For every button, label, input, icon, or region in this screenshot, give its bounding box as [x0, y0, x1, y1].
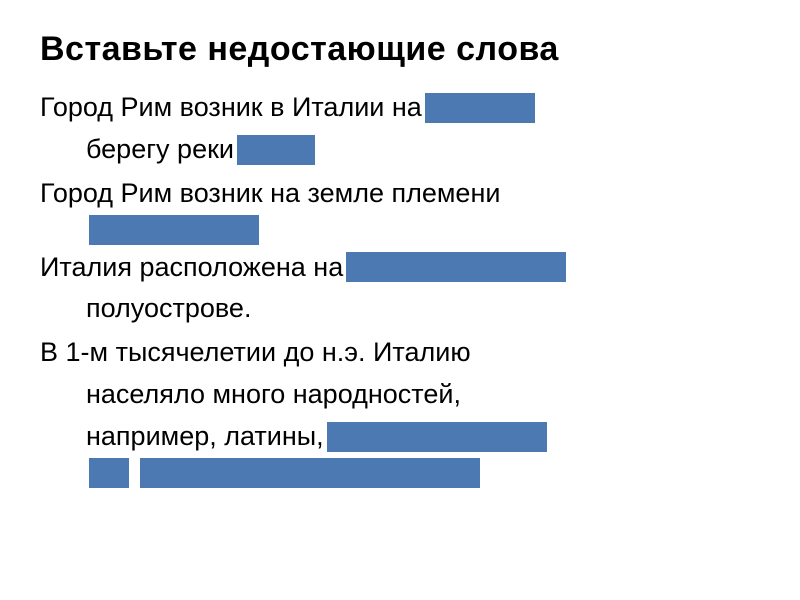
text-fragment: Город Рим возник в Италии на: [40, 87, 422, 129]
text-fragment: Италия расположена на: [40, 247, 343, 289]
section-4: В 1-м тысячелетии до н.э. Италию населял…: [40, 332, 760, 488]
slide-title: Вставьте недостающие слова: [40, 30, 760, 69]
text-fragment: В 1-м тысячелетии до н.э. Италию: [40, 337, 471, 367]
blank-box: [425, 93, 535, 123]
blank-box: [89, 215, 259, 245]
section-3: Италия расположена на полуострове.: [40, 247, 760, 331]
blank-box: [237, 135, 315, 165]
blank-box: [346, 252, 566, 282]
text-fragment: населяло много народностей,: [86, 379, 461, 409]
text-fragment: например, латины,: [86, 416, 324, 458]
blank-box: [327, 422, 547, 452]
text-fragment: полуострове.: [86, 293, 251, 323]
text-fragment: берегу реки: [86, 129, 234, 171]
blank-box: [89, 458, 129, 488]
text-fragment: Город Рим возник на земле племени: [40, 178, 500, 208]
section-1: Город Рим возник в Италии на берегу реки: [40, 87, 760, 171]
section-2: Город Рим возник на земле племени: [40, 173, 760, 245]
blank-box: [140, 458, 480, 488]
